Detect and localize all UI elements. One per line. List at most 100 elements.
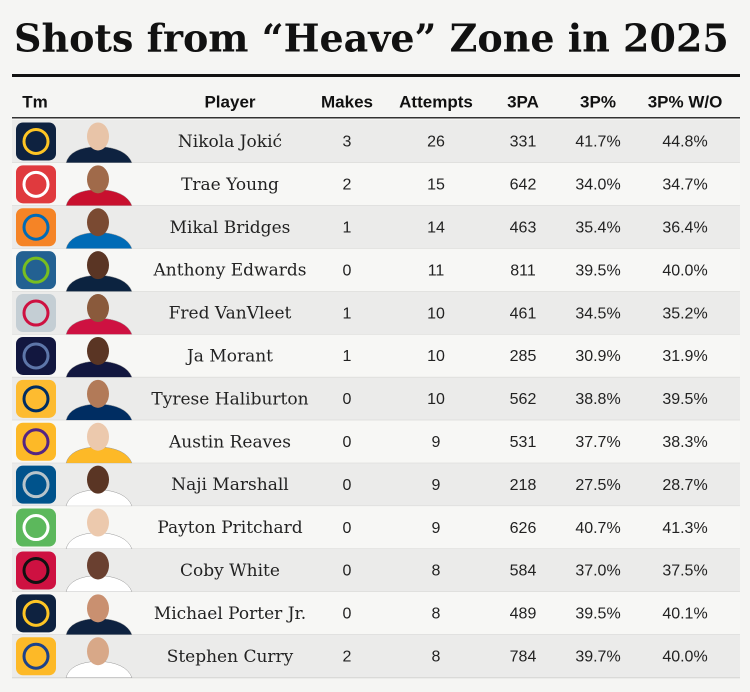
row-bg (12, 248, 740, 292)
cell: 2 (343, 177, 352, 194)
cell: 0 (343, 563, 352, 580)
player-head (87, 251, 109, 280)
cell: 39.5% (662, 391, 707, 408)
team-logo (16, 336, 56, 375)
cell: 37.5% (662, 563, 707, 580)
team-logo (16, 251, 56, 290)
player-name: Anthony Edwards (153, 261, 307, 281)
row-bg (12, 162, 740, 206)
row-bg (12, 634, 740, 678)
cell: 10 (427, 348, 445, 365)
team-logo (16, 594, 56, 633)
cell: 531 (510, 434, 537, 451)
player-head (87, 637, 109, 666)
cell: 39.7% (575, 648, 620, 665)
cell: 11 (428, 262, 445, 279)
cell: 0 (343, 262, 352, 279)
row-bg (12, 463, 740, 507)
row-bg (12, 420, 740, 464)
cell: 3 (343, 134, 352, 151)
team-logo-mark (22, 514, 50, 542)
team-logo (16, 508, 56, 547)
cell: 9 (432, 520, 441, 537)
cell: 331 (510, 134, 537, 151)
cell: 37.0% (575, 563, 620, 580)
player-name: Payton Pritchard (157, 518, 302, 538)
column-header: 3P% (580, 92, 616, 111)
cell: 14 (427, 219, 445, 236)
row-bg (12, 506, 740, 549)
cell: 1 (343, 219, 352, 236)
cell: 31.9% (662, 348, 707, 365)
cell: 40.0% (662, 262, 707, 279)
cell: 642 (510, 177, 537, 194)
team-logo-mark (22, 556, 50, 584)
cell: 15 (427, 177, 445, 194)
row-bg (12, 291, 740, 335)
cell: 2 (343, 648, 352, 665)
cell: 34.0% (575, 177, 620, 194)
header-rule (12, 117, 740, 119)
team-logo (16, 637, 56, 676)
cell: 27.5% (575, 477, 620, 494)
team-logo (16, 379, 56, 418)
player-head (87, 422, 109, 451)
team-logo-mark (22, 299, 50, 327)
cell: 38.3% (662, 434, 707, 451)
row-bg (12, 120, 740, 163)
cell: 285 (510, 348, 537, 365)
column-header: Attempts (399, 92, 473, 111)
player-name: Trae Young (181, 175, 279, 195)
player-head (87, 122, 109, 151)
cell: 28.7% (662, 477, 707, 494)
cell: 8 (432, 648, 441, 665)
cell: 38.8% (575, 391, 620, 408)
row-bg (12, 549, 740, 592)
team-logo-mark (22, 213, 50, 241)
player-name: Austin Reaves (168, 432, 291, 452)
cell: 39.5% (575, 262, 620, 279)
cell: 8 (432, 563, 441, 580)
cell: 489 (510, 606, 537, 623)
row-bg (12, 334, 740, 378)
player-name: Ja Morant (185, 346, 273, 366)
column-header: Tm (22, 92, 48, 111)
team-logo-mark (22, 385, 50, 413)
player-head (87, 336, 109, 365)
player-head (87, 551, 109, 580)
team-logo (16, 422, 56, 461)
team-logo-mark (22, 127, 50, 155)
cell: 37.7% (575, 434, 620, 451)
cell: 30.9% (575, 348, 620, 365)
team-logo-mark (22, 642, 50, 670)
cell: 461 (510, 305, 537, 322)
cell: 562 (510, 391, 537, 408)
title-rule (12, 74, 740, 77)
player-head (87, 294, 109, 323)
cell: 1 (343, 348, 352, 365)
team-logo (16, 551, 56, 590)
team-logo (16, 208, 56, 247)
team-logo-mark (22, 471, 50, 499)
player-name: Michael Porter Jr. (154, 604, 306, 624)
column-header: 3PA (507, 92, 539, 111)
title: Shots from “Heave” Zone in 2025 (14, 16, 729, 61)
cell: 36.4% (662, 219, 707, 236)
team-logo (16, 294, 56, 333)
team-logo (16, 122, 56, 161)
cell: 0 (343, 520, 352, 537)
team-logo-mark (22, 428, 50, 456)
column-header: Makes (321, 92, 373, 111)
cell: 40.7% (575, 520, 620, 537)
row-bg (12, 591, 740, 635)
player-head (87, 379, 109, 408)
row-bg (12, 377, 740, 421)
team-logo (16, 165, 56, 204)
team-logo-mark (22, 256, 50, 284)
player-name: Stephen Curry (167, 647, 294, 667)
cell: 10 (427, 305, 445, 322)
column-header: Player (204, 92, 255, 111)
cell: 9 (432, 434, 441, 451)
team-logo (16, 465, 56, 504)
